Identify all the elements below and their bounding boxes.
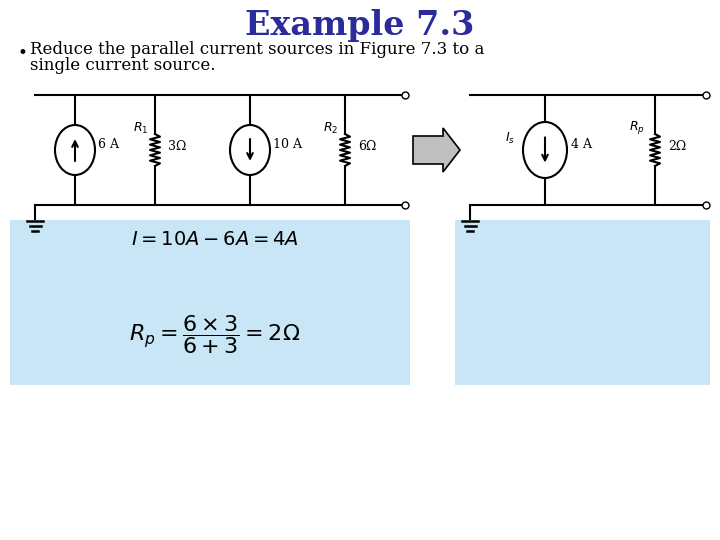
Text: 6 A: 6 A [98, 138, 119, 152]
Text: 2Ω: 2Ω [668, 140, 686, 153]
Text: Example 7.3: Example 7.3 [246, 9, 474, 42]
Text: $I_s$: $I_s$ [505, 131, 515, 146]
FancyBboxPatch shape [10, 220, 410, 385]
Text: Reduce the parallel current sources in Figure 7.3 to a: Reduce the parallel current sources in F… [30, 42, 485, 58]
Text: 3Ω: 3Ω [168, 140, 186, 153]
Ellipse shape [523, 122, 567, 178]
Ellipse shape [55, 125, 95, 175]
Text: $R_p = \dfrac{6 \times 3}{6+3} = 2\Omega$: $R_p = \dfrac{6 \times 3}{6+3} = 2\Omega… [130, 314, 301, 356]
Ellipse shape [230, 125, 270, 175]
Text: 6Ω: 6Ω [358, 140, 377, 153]
Text: 4 A: 4 A [571, 138, 592, 152]
Polygon shape [413, 128, 460, 172]
Text: $R_p$: $R_p$ [629, 119, 645, 137]
Text: $R_2$: $R_2$ [323, 120, 338, 136]
Text: $R_1$: $R_1$ [133, 120, 148, 136]
FancyBboxPatch shape [455, 220, 710, 385]
Text: single current source.: single current source. [30, 57, 215, 73]
Text: 10 A: 10 A [273, 138, 302, 152]
Text: $I = 10A - 6A = 4A$: $I = 10A - 6A = 4A$ [131, 231, 299, 249]
Text: •: • [18, 44, 28, 62]
